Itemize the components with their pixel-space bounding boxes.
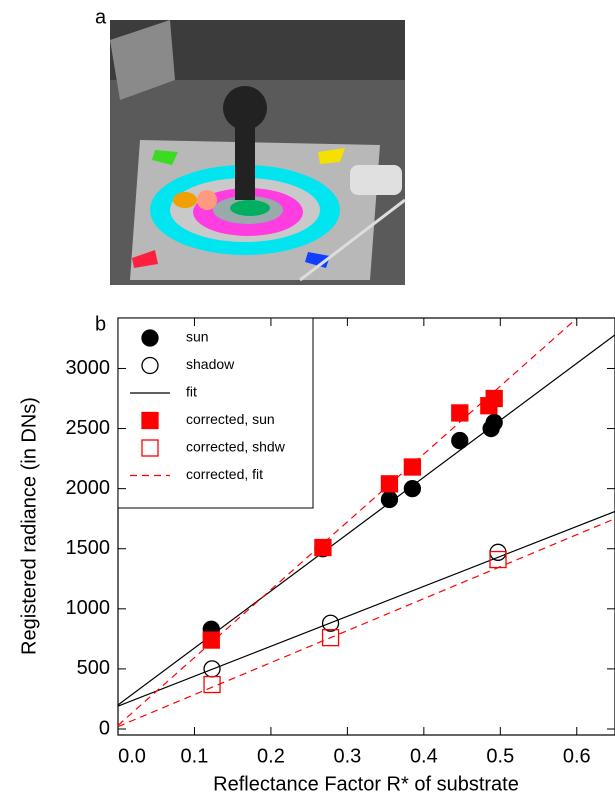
legend-label: sun bbox=[186, 329, 209, 345]
point bbox=[314, 538, 332, 557]
point bbox=[380, 490, 399, 509]
point bbox=[451, 431, 469, 450]
y-tick-label: 500 bbox=[77, 657, 110, 679]
x-tick-label: 0.1 bbox=[181, 745, 209, 767]
legend-label: corrected, sun bbox=[186, 411, 275, 427]
legend-label: shadow bbox=[186, 356, 235, 372]
legend-label: corrected, fit bbox=[186, 466, 263, 482]
x-tick-label: 0.3 bbox=[333, 745, 361, 767]
legend-swatch bbox=[141, 411, 159, 430]
panel-label: a bbox=[95, 6, 107, 28]
x-tick-label: 0.5 bbox=[486, 745, 514, 767]
legend-swatch bbox=[141, 356, 159, 375]
legend-swatch bbox=[141, 329, 159, 347]
legend-swatch bbox=[141, 439, 159, 457]
fit-line bbox=[118, 334, 615, 706]
point bbox=[485, 413, 503, 432]
panel-label: b bbox=[95, 313, 106, 335]
y-tick-label: 1000 bbox=[66, 597, 111, 619]
point bbox=[485, 389, 503, 408]
legend-label: fit bbox=[186, 384, 197, 400]
y-tick-label: 3000 bbox=[66, 357, 111, 379]
plot-frame bbox=[117, 317, 615, 736]
point bbox=[403, 479, 422, 498]
legend: sun shadow fit corrected, sun corrected, shd… bbox=[117, 317, 314, 509]
plot-area bbox=[118, 318, 615, 728]
photo bbox=[110, 20, 406, 285]
y-tick-label: 0 bbox=[99, 717, 110, 739]
fit-line bbox=[118, 510, 615, 707]
point bbox=[403, 458, 422, 476]
x-tick-label: 0.0 bbox=[118, 745, 146, 767]
fit-line bbox=[118, 518, 615, 728]
x-tick-label: 0.4 bbox=[410, 745, 438, 767]
fit-line bbox=[118, 318, 578, 726]
y-tick-label: 1500 bbox=[66, 537, 111, 559]
point bbox=[451, 404, 469, 422]
x-tick-label: 0.6 bbox=[563, 745, 591, 767]
x-axis-label: Reflectance Factor R* of substrate bbox=[213, 773, 519, 795]
y-tick-label: 2500 bbox=[66, 417, 111, 439]
point bbox=[321, 629, 340, 647]
legend-label: corrected, shdw bbox=[186, 439, 286, 455]
point bbox=[202, 631, 220, 649]
y-tick-label: 2000 bbox=[66, 477, 111, 499]
y-axis-label: Registered radiance (in DNs) bbox=[18, 397, 40, 655]
x-tick-label: 0.2 bbox=[257, 745, 285, 767]
